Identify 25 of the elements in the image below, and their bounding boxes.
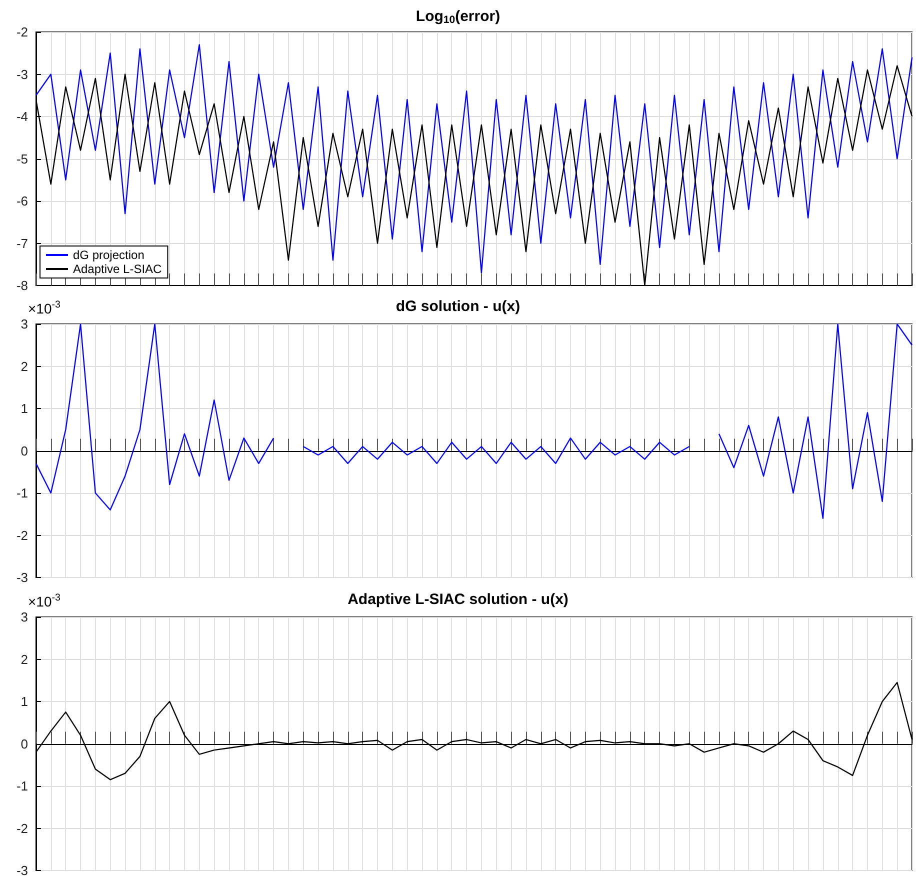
y-tick-label: -1 [16,778,28,794]
y-tick-label: -8 [16,278,28,293]
y-tick-label: 3 [20,316,28,332]
y-tick-label: 1 [20,694,28,709]
y-tick-label: -3 [16,66,28,82]
y-tick-label: 1 [20,401,28,416]
y-tick-label: 2 [20,359,28,374]
y-tick-label: -3 [16,862,28,877]
y-tick-label: -2 [16,24,28,40]
y-tick-label: -2 [16,820,28,836]
y-tick-label: -2 [16,528,28,544]
y-tick-label: 0 [20,444,28,459]
y-tick-label: 0 [20,736,28,751]
y-tick-label: 2 [20,651,28,666]
y-tick-label: -1 [16,486,28,501]
chart-title: Adaptive L-SIAC solution - u(x) [348,590,568,608]
chart-title: dG solution - u(x) [396,298,520,316]
legend-label: Adaptive L-SIAC [73,262,162,276]
y-tick-label: 3 [20,609,28,624]
y-tick-label: -7 [16,236,28,251]
y-tick-label: -5 [16,151,28,166]
y-tick-label: -6 [16,194,28,208]
y-tick-label: -3 [16,570,28,586]
y-tick-label: -4 [16,109,28,124]
legend-label: dG projection [73,248,144,262]
